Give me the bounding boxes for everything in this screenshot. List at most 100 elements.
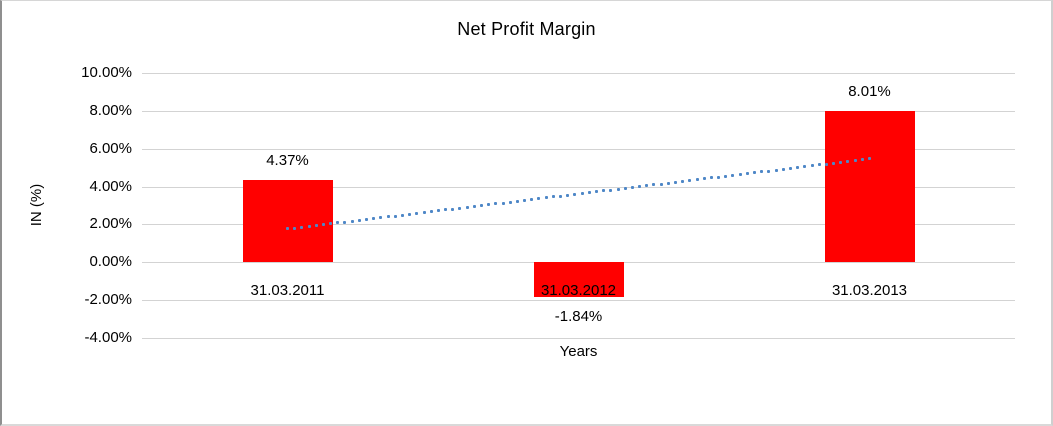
y-tick-label: 6.00%	[89, 139, 132, 157]
trendline-dot	[472, 204, 476, 208]
trendline-dot	[695, 178, 699, 182]
trendline-dot	[422, 211, 426, 215]
trendline-dot	[386, 215, 390, 219]
trendline-dot	[515, 199, 519, 203]
trendline-dot	[350, 219, 354, 223]
trendline-dot	[602, 189, 606, 193]
trendline-dot	[745, 172, 749, 176]
gridline	[142, 73, 1015, 74]
y-tick-label: 4.00%	[89, 177, 132, 195]
trendline-dot	[494, 202, 498, 206]
trendline-dot	[307, 224, 311, 228]
trendline-dot	[853, 159, 857, 163]
trendline-dot	[724, 174, 728, 178]
gridline	[142, 186, 1015, 188]
trendline-dot	[415, 211, 419, 215]
trendline-dot	[702, 177, 706, 181]
trendline-dot	[530, 198, 534, 202]
trendline-dot	[487, 203, 491, 207]
trendline-dot	[630, 185, 634, 189]
trendline-dot	[559, 194, 563, 198]
trendline-dot	[810, 164, 814, 168]
trendline-dot	[501, 201, 505, 205]
trendline-dot	[796, 166, 800, 170]
trendline-dot	[357, 218, 361, 222]
trendline-dot	[868, 157, 871, 161]
trendline-dot	[523, 198, 527, 202]
bar	[533, 262, 624, 298]
y-tick-label: 8.00%	[89, 101, 132, 119]
trendline-dot	[709, 176, 713, 180]
trendline-dot	[753, 171, 757, 175]
trendline-dot	[444, 208, 448, 212]
y-tick-label: -4.00%	[84, 329, 132, 346]
y-tick-label: 0.00%	[89, 253, 132, 271]
y-tick-label: -2.00%	[84, 291, 132, 309]
trendline-dot	[551, 195, 555, 199]
trendline-dot	[824, 162, 828, 166]
trendline-dot	[760, 170, 764, 174]
trendline-dot	[674, 180, 677, 184]
trendline-dot	[365, 217, 369, 221]
trendline-dot	[788, 166, 792, 170]
y-tick-label: 2.00%	[89, 215, 132, 233]
gridline	[142, 224, 1015, 226]
trendline-dot	[343, 220, 347, 224]
trendline-dot	[372, 217, 376, 221]
trendline-dot	[393, 214, 397, 218]
trendline-dot	[846, 160, 850, 164]
trendline-dot	[731, 173, 735, 177]
trendline-dot	[659, 182, 663, 186]
trendline-dot	[293, 226, 297, 230]
trendline-dot	[458, 206, 462, 210]
trendline-dot	[480, 204, 483, 208]
chart-title: Net Profit Margin	[457, 19, 596, 39]
trendline-dot	[429, 210, 433, 214]
trendline-dot	[544, 196, 548, 200]
trendline-dot	[400, 213, 404, 217]
bar	[824, 110, 915, 263]
bar-data-label: 4.37%	[266, 151, 309, 169]
trendline-dot	[817, 163, 821, 167]
trendline-dot	[321, 223, 325, 227]
gridline	[142, 338, 1015, 339]
trendline-dot	[717, 175, 721, 179]
trendline-dot	[681, 179, 685, 183]
trendline-dot	[638, 185, 642, 189]
category-label: 31.03.2013	[831, 282, 908, 299]
trendline-dot	[336, 221, 340, 225]
trendline-dot	[408, 212, 412, 216]
trendline-dot	[645, 184, 649, 188]
bar-data-label: 8.01%	[848, 82, 891, 100]
bar	[242, 179, 333, 263]
category-label: 31.03.2012	[540, 282, 617, 299]
trendline-dot	[774, 168, 778, 172]
y-axis-title: IN (%)	[28, 183, 45, 227]
trendline-dot	[566, 193, 570, 197]
trendline-dot	[465, 205, 469, 209]
trendline-dot	[767, 169, 771, 173]
trendline-dot	[616, 187, 620, 191]
trendline-dot	[666, 181, 670, 185]
trendline-dot	[537, 197, 541, 201]
trendline-dot	[688, 179, 692, 183]
gridline	[142, 300, 1015, 302]
trendline-dot	[860, 158, 864, 162]
trendline-dot	[573, 192, 577, 196]
trendline-dot	[594, 190, 598, 194]
trendline-dot	[738, 172, 742, 176]
x-axis-title: Years	[559, 343, 598, 360]
trendline-dot	[803, 165, 807, 169]
trendline-dot	[451, 207, 455, 211]
trendline-dot	[379, 216, 383, 220]
category-label: 31.03.2011	[250, 282, 325, 299]
trendline-dot	[286, 227, 289, 231]
trendline-dot	[314, 224, 318, 227]
trendline-dot	[652, 183, 656, 187]
gridline	[142, 148, 1015, 150]
bar-data-label: -1.84%	[554, 308, 603, 326]
trendline-dot	[436, 209, 440, 213]
trendline-dot	[300, 225, 304, 229]
y-tick-label: 10.00%	[81, 64, 132, 81]
